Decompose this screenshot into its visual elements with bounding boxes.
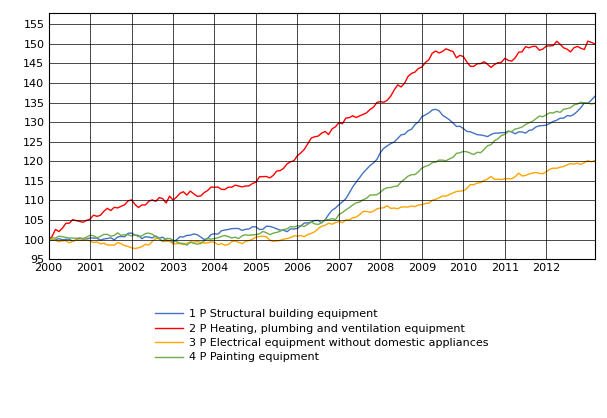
4 P Painting equipment bbox=[404, 173, 412, 178]
2 P Heating, plumbing and ventilation equipment bbox=[401, 81, 409, 86]
2 P Heating, plumbing and ventilation equipment bbox=[584, 38, 591, 43]
4 P Painting equipment bbox=[594, 98, 602, 103]
3 P Electrical equipment without domestic appliances bbox=[404, 204, 412, 209]
4 P Painting equipment bbox=[45, 237, 52, 242]
Legend: 1 P Structural building equipment, 2 P Heating, plumbing and ventilation equipme: 1 P Structural building equipment, 2 P H… bbox=[155, 309, 488, 362]
Line: 2 P Heating, plumbing and ventilation equipment: 2 P Heating, plumbing and ventilation eq… bbox=[49, 41, 598, 240]
1 P Structural building equipment bbox=[45, 237, 52, 242]
Line: 3 P Electrical equipment without domestic appliances: 3 P Electrical equipment without domesti… bbox=[49, 161, 598, 249]
2 P Heating, plumbing and ventilation equipment bbox=[155, 195, 163, 200]
4 P Painting equipment bbox=[353, 200, 360, 205]
4 P Painting equipment bbox=[498, 133, 505, 138]
3 P Electrical equipment without domestic appliances bbox=[204, 240, 211, 245]
1 P Structural building equipment bbox=[571, 112, 578, 117]
3 P Electrical equipment without domestic appliances bbox=[584, 158, 591, 163]
2 P Heating, plumbing and ventilation equipment bbox=[200, 190, 208, 195]
Line: 1 P Structural building equipment: 1 P Structural building equipment bbox=[49, 93, 598, 242]
1 P Structural building equipment bbox=[204, 236, 211, 241]
3 P Electrical equipment without domestic appliances bbox=[571, 161, 578, 166]
3 P Electrical equipment without domestic appliances bbox=[131, 246, 138, 251]
2 P Heating, plumbing and ventilation equipment bbox=[45, 237, 52, 242]
3 P Electrical equipment without domestic appliances bbox=[594, 159, 602, 164]
1 P Structural building equipment bbox=[404, 128, 412, 133]
2 P Heating, plumbing and ventilation equipment bbox=[594, 40, 602, 45]
2 P Heating, plumbing and ventilation equipment bbox=[567, 49, 574, 54]
1 P Structural building equipment bbox=[594, 90, 602, 95]
Line: 4 P Painting equipment: 4 P Painting equipment bbox=[49, 101, 598, 245]
3 P Electrical equipment without domestic appliances bbox=[498, 177, 505, 182]
3 P Electrical equipment without domestic appliances bbox=[353, 214, 360, 219]
1 P Structural building equipment bbox=[353, 180, 360, 185]
2 P Heating, plumbing and ventilation equipment bbox=[349, 113, 356, 118]
3 P Electrical equipment without domestic appliances bbox=[45, 237, 52, 242]
1 P Structural building equipment bbox=[498, 130, 505, 135]
4 P Painting equipment bbox=[204, 236, 211, 241]
1 P Structural building equipment bbox=[169, 240, 177, 245]
4 P Painting equipment bbox=[571, 102, 578, 107]
2 P Heating, plumbing and ventilation equipment bbox=[494, 60, 501, 65]
4 P Painting equipment bbox=[155, 236, 163, 241]
3 P Electrical equipment without domestic appliances bbox=[159, 239, 166, 244]
4 P Painting equipment bbox=[183, 243, 191, 248]
1 P Structural building equipment bbox=[155, 236, 163, 241]
